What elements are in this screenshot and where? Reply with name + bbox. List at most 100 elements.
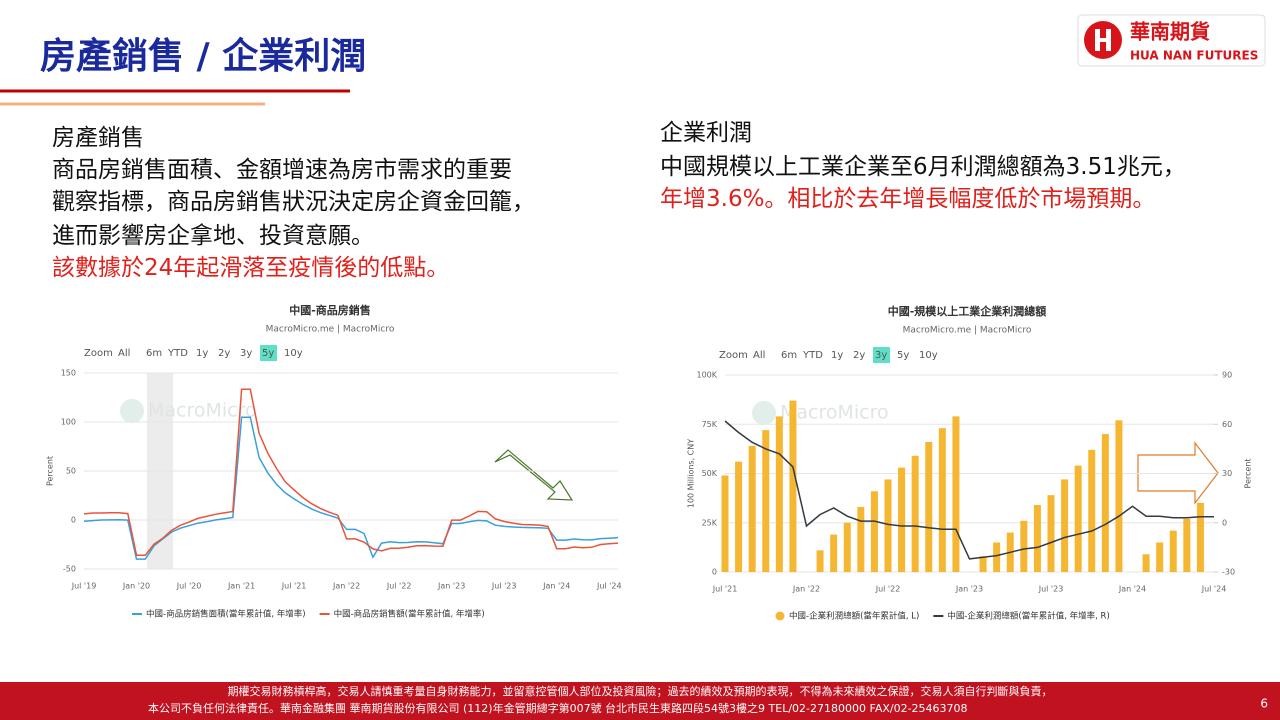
x-tick-label: Jan '20 [122, 582, 150, 591]
trend-arrow [494, 449, 574, 501]
logo-icon-bar [1095, 38, 1111, 42]
x-tick-label: Jul '22 [386, 582, 412, 591]
bar [775, 416, 783, 572]
y-tick-label: 25K [702, 518, 718, 527]
range-button-bg [260, 345, 277, 361]
range-button[interactable]: 6m [781, 350, 797, 361]
right-line: 中國規模以上工業企業至6月利潤總額為3.51兆元， [660, 154, 1186, 180]
bar [911, 455, 919, 572]
x-tick-label: Jul '19 [71, 582, 97, 591]
range-button[interactable]: 3y [240, 348, 252, 359]
y-tick-label: 0 [712, 568, 717, 577]
bar [1196, 502, 1204, 572]
x-tick-label: Jul '20 [176, 582, 202, 591]
range-button[interactable]: 1y [196, 348, 208, 359]
bar [1061, 479, 1069, 572]
right-highlight: 年增3.6%。相比於去年增長幅度低於市場預期。 [660, 186, 1156, 212]
bar [816, 550, 824, 572]
line [724, 420, 1214, 560]
bar [938, 428, 946, 572]
range-button[interactable]: 3y [875, 350, 887, 361]
range-button[interactable]: 2y [853, 350, 865, 361]
bar [1088, 449, 1096, 572]
y2-tick-label: 0 [1222, 518, 1227, 527]
bar [762, 430, 770, 572]
y-tick-label: -50 [63, 565, 76, 574]
range-button[interactable]: 5y [897, 350, 909, 361]
chart-title: 中國-規模以上工業企業利潤總額 [888, 304, 1047, 318]
chart-title: 中國-商品房銷售 [289, 303, 371, 317]
y-tick-label: 100K [696, 371, 717, 380]
y-tick-label: 0 [71, 516, 76, 525]
line [83, 416, 619, 560]
range-button[interactable]: YTD [802, 350, 823, 361]
range-button: Zoom [84, 348, 113, 359]
logo-name: 華南期貨 [1130, 20, 1210, 44]
bar [1047, 495, 1055, 572]
x-tick-label: Jul '21 [281, 582, 307, 591]
range-button: Zoom [719, 350, 748, 361]
x-tick-label: Jul '23 [491, 582, 517, 591]
bar [1156, 542, 1164, 572]
x-tick-label: Jan '22 [792, 585, 820, 594]
range-button[interactable]: 10y [919, 350, 938, 361]
watermark: MacroMicro [148, 400, 257, 422]
footer-band [0, 682, 1280, 720]
bar [979, 556, 987, 572]
y-axis-label: Percent [46, 456, 55, 486]
bar [830, 534, 838, 572]
x-tick-label: Jul '22 [875, 585, 901, 594]
range-button[interactable]: YTD [167, 348, 188, 359]
watermark-icon [120, 399, 144, 423]
page-number: 6 [1260, 697, 1268, 711]
legend-label[interactable]: 中國-企業利潤總額(當年累計值, 年增率, R) [947, 611, 1109, 622]
range-button[interactable]: 10y [284, 348, 303, 359]
bar [1020, 520, 1028, 572]
range-button[interactable]: All [118, 348, 130, 359]
y2-tick-label: -30 [1222, 568, 1235, 577]
y2-tick-label: 90 [1222, 371, 1232, 380]
right-heading: 企業利潤 [660, 120, 752, 146]
left-line: 商品房銷售面積、金額增速為房市需求的重要 [52, 157, 512, 183]
x-tick-label: Jan '24 [542, 582, 570, 591]
bar [925, 441, 933, 572]
range-button[interactable]: 6m [146, 348, 162, 359]
y2-tick-label: 30 [1222, 469, 1232, 478]
chart-subtitle: MacroMicro.me | MacroMicro [903, 326, 1032, 336]
y-tick-label: 50K [702, 469, 718, 478]
range-button[interactable]: All [753, 350, 765, 361]
legend-label[interactable]: 中國-商品房銷售額(當年累計值, 年增率) [334, 609, 485, 620]
y-tick-label: 50 [66, 467, 76, 476]
bar [870, 491, 878, 572]
footer-line: 期權交易財務槓桿高，交易人請慎重考量自身財務能力，並留意控管個人部位及投資風險；… [228, 684, 1053, 698]
y-tick-label: 100 [61, 418, 76, 427]
bar [1142, 554, 1150, 572]
range-button[interactable]: 5y [262, 348, 274, 359]
bar [1169, 530, 1177, 572]
bar [789, 400, 797, 572]
x-tick-label: Jan '21 [227, 582, 255, 591]
legend-key [775, 611, 785, 621]
legend-label[interactable]: 中國-商品房銷售面積(當年累計值, 年增率) [146, 609, 306, 620]
legend-label[interactable]: 中國-企業利潤總額(當年累計值, L) [789, 611, 919, 622]
slide-title: 房產銷售 / 企業利潤 [40, 35, 366, 77]
y-tick-label: 150 [61, 369, 76, 378]
range-button[interactable]: 1y [831, 350, 843, 361]
bar [898, 467, 906, 572]
y-axis-label: 100 Millions, CNY [687, 439, 696, 508]
range-button[interactable]: 2y [218, 348, 230, 359]
x-tick-label: Jan '23 [955, 585, 983, 594]
bar [721, 475, 729, 572]
bar [1115, 420, 1123, 572]
bar [993, 542, 1001, 572]
bar [843, 522, 851, 572]
watermark: MacroMicro [780, 402, 889, 424]
bar [884, 479, 892, 572]
bar [748, 445, 756, 572]
trend-arrow [1137, 441, 1219, 505]
y-tick-label: 75K [702, 420, 718, 429]
x-tick-label: Jul '24 [596, 582, 622, 591]
x-tick-label: Jan '24 [1118, 585, 1146, 594]
